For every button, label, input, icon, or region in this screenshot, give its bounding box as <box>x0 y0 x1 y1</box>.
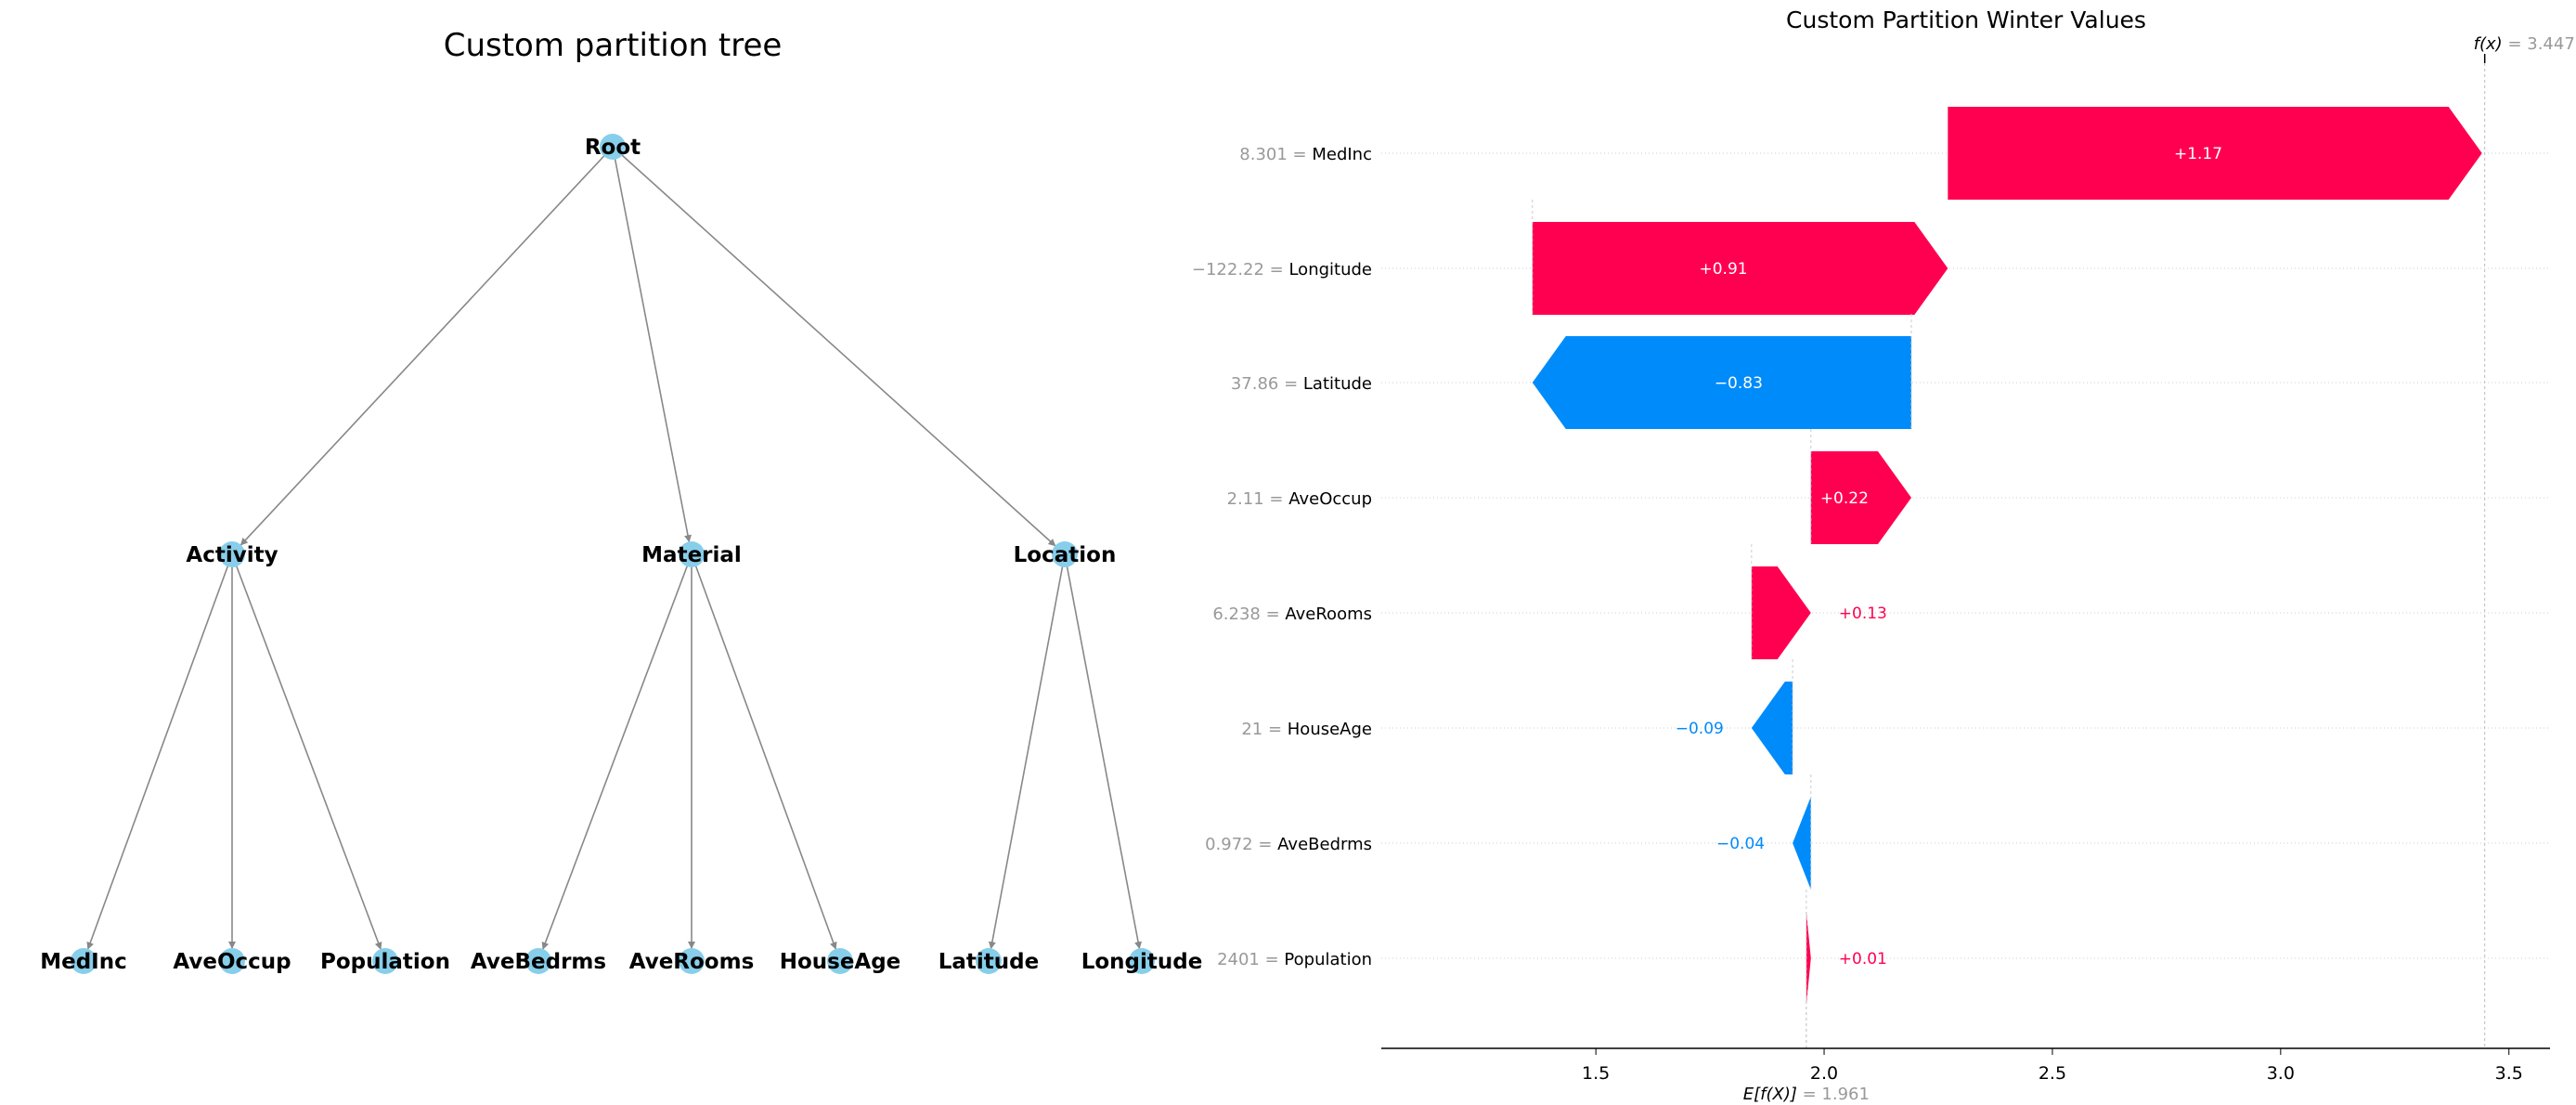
bar-value-label: −0.09 <box>1676 720 1724 738</box>
tree-node-label: Latitude <box>938 950 1040 974</box>
tree-node-label: Activity <box>186 543 278 567</box>
feature-value: 8.301 = <box>1239 145 1312 164</box>
feature-name: Longitude <box>1288 260 1372 280</box>
feature-label: 2401 = Population <box>1217 950 1372 969</box>
tree-edge <box>86 553 233 950</box>
tree-node-label: Root <box>585 136 641 160</box>
waterfall-bar <box>1810 451 1911 544</box>
waterfall-bar <box>1751 566 1811 659</box>
tree-node-label: Material <box>641 543 742 567</box>
tree-node <box>219 948 245 974</box>
tree-node <box>679 541 705 567</box>
feature-value: 6.238 = <box>1212 604 1285 624</box>
feature-label: 0.972 = AveBedrms <box>1205 835 1372 854</box>
bar-value-label: +0.01 <box>1839 950 1887 968</box>
feature-name: MedInc <box>1312 145 1372 164</box>
tree-node <box>600 134 626 160</box>
feature-label: 21 = HouseAge <box>1241 720 1372 739</box>
base-value-label: E[f(X)] = 1.961 <box>1743 1085 1870 1104</box>
output-value-label: f(x) = 3.447 <box>2474 34 2575 54</box>
feature-label: −122.22 = Longitude <box>1192 260 1372 280</box>
x-tick-label: 2.5 <box>2039 1063 2066 1084</box>
bar-value-label: −0.83 <box>1715 374 1763 393</box>
waterfall-bar <box>1793 797 1811 890</box>
bar-value-label: +0.91 <box>1699 260 1747 279</box>
partition-tree: Custom partition tree Root Activity MedInc… <box>40 27 1202 974</box>
tree-edge <box>988 553 1066 950</box>
tree-node <box>827 948 853 974</box>
tree-edge <box>691 553 837 950</box>
x-tick-label: 1.5 <box>1582 1063 1610 1084</box>
feature-name: AveRooms <box>1285 604 1372 624</box>
tree-node-label: MedInc <box>40 950 127 974</box>
waterfall-bar <box>1806 912 1811 1005</box>
tree-node <box>976 948 1002 974</box>
feature-name: Latitude <box>1303 374 1372 394</box>
tree-node-label: Longitude <box>1081 950 1203 974</box>
tree-node <box>71 948 97 974</box>
tree-edge <box>239 146 614 546</box>
tree-edge <box>612 146 1056 547</box>
feature-label: 2.11 = AveOccup <box>1227 489 1372 509</box>
tree-node-label: AveOccup <box>173 950 291 974</box>
waterfall-bar <box>1532 336 1911 429</box>
bar-value-label: +1.17 <box>2174 145 2222 163</box>
tree-node-label: Population <box>320 950 450 974</box>
feature-value: 2401 = <box>1217 950 1284 969</box>
feature-name: AveOccup <box>1288 489 1372 509</box>
base-value-number: = 1.961 <box>1803 1085 1870 1104</box>
feature-value: 2.11 = <box>1227 489 1289 509</box>
tree-title: Custom partition tree <box>444 27 783 64</box>
bar-value-label: +0.22 <box>1820 489 1869 508</box>
waterfall-bar <box>1751 682 1793 774</box>
waterfall-bar <box>1532 222 1948 315</box>
waterfall-chart: Custom Partition Winter Values +1.17 8.30… <box>1192 6 2575 1104</box>
base-value-name: E[f(X)] <box>1743 1085 1803 1104</box>
feature-value: 21 = <box>1241 720 1287 739</box>
bar-value-label: −0.04 <box>1716 835 1765 853</box>
x-tick-label: 3.5 <box>2495 1063 2523 1084</box>
tree-node-label: AveRooms <box>629 950 755 974</box>
tree-edge <box>1064 553 1143 950</box>
tree-node-label: HouseAge <box>780 950 901 974</box>
bar-value-label: +0.13 <box>1839 604 1887 623</box>
feature-label: 6.238 = AveRooms <box>1212 604 1372 624</box>
feature-name: AveBedrms <box>1277 835 1372 854</box>
tree-edge <box>612 146 692 543</box>
feature-name: Population <box>1284 950 1372 969</box>
tree-node <box>1052 541 1078 567</box>
feature-value: 37.86 = <box>1231 374 1303 394</box>
x-tick-label: 3.0 <box>2267 1063 2295 1084</box>
feature-value: 0.972 = <box>1205 835 1277 854</box>
tree-node <box>679 948 705 974</box>
feature-value: −122.22 = <box>1192 260 1289 280</box>
waterfall-title: Custom Partition Winter Values <box>1786 6 2146 33</box>
tree-node <box>1129 948 1155 974</box>
output-value-name: f(x) <box>2474 34 2508 54</box>
waterfall-bar <box>1948 107 2482 200</box>
tree-edge <box>231 553 382 950</box>
feature-label: 8.301 = MedInc <box>1239 145 1372 164</box>
x-tick-label: 2.0 <box>1810 1063 1838 1084</box>
tree-node <box>525 948 551 974</box>
output-value-number: = 3.447 <box>2507 34 2574 54</box>
tree-node-label: Location <box>1014 543 1117 567</box>
tree-node <box>372 948 398 974</box>
feature-label: 37.86 = Latitude <box>1231 374 1372 394</box>
tree-edge <box>541 553 693 950</box>
tree-node <box>219 541 245 567</box>
tree-node-label: AveBedrms <box>471 950 606 974</box>
feature-name: HouseAge <box>1288 720 1372 739</box>
